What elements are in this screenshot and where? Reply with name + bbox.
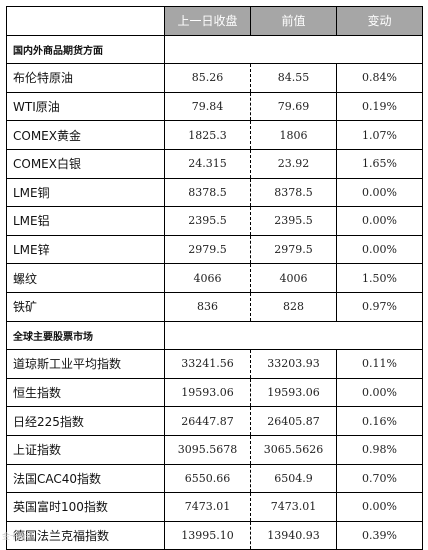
prev-close-value: 3095.5678	[164, 434, 251, 465]
instrument-name: 法国CAC40指数	[6, 463, 165, 494]
change-value: 0.16%	[336, 406, 423, 436]
section-title: 全球主要股票市场	[6, 320, 165, 351]
instrument-name: 道琼斯工业平均指数	[6, 349, 165, 379]
table-header-row: 上一日收盘 前值 变动	[6, 6, 423, 36]
table-row: WTI原油 79.84 79.69 0.19%	[6, 91, 423, 122]
prev-close-value: 6550.66	[164, 463, 251, 494]
instrument-name: LME铝	[6, 206, 165, 236]
table-row: 道琼斯工业平均指数 33241.56 33203.93 0.11%	[6, 349, 423, 379]
change-value: 1.65%	[336, 148, 423, 179]
prior-value: 4006	[250, 263, 337, 293]
change-value: 0.39%	[336, 520, 423, 550]
table-row: 英国富时100指数 7473.01 7473.01 0.00%	[6, 492, 423, 522]
prev-close-value: 24.315	[164, 148, 251, 179]
prior-value: 23.92	[250, 148, 337, 179]
prev-close-value: 836	[164, 291, 251, 322]
instrument-name: COMEX黄金	[6, 120, 165, 150]
prior-value: 828	[250, 291, 337, 322]
prior-value: 7473.01	[250, 492, 337, 522]
instrument-name: 螺纹	[6, 263, 165, 293]
change-value: 0.84%	[336, 63, 423, 93]
prev-close-value: 13995.10	[164, 520, 251, 550]
prev-close-value: 8378.5	[164, 177, 251, 208]
section-empty-cell	[164, 320, 423, 351]
header-change: 变动	[336, 6, 423, 36]
table-row: 日经225指数 26447.87 26405.87 0.16%	[6, 406, 423, 436]
market-data-table-container: 上一日收盘 前值 变动 国内外商品期货方面 布伦特原油 85.26 84.55 0.84…	[6, 6, 423, 550]
table-row: 布伦特原油 85.26 84.55 0.84%	[6, 63, 423, 93]
prior-value: 2395.5	[250, 206, 337, 236]
change-value: 0.11%	[336, 349, 423, 379]
prior-value: 8378.5	[250, 177, 337, 208]
prior-value: 84.55	[250, 63, 337, 93]
prev-close-value: 26447.87	[164, 406, 251, 436]
prev-close-value: 7473.01	[164, 492, 251, 522]
prior-value: 13940.93	[250, 520, 337, 550]
watermark-text: 金十数据	[2, 532, 34, 541]
header-prior-value: 前值	[250, 6, 337, 36]
change-value: 0.98%	[336, 434, 423, 465]
table-row: 上证指数 3095.5678 3065.5626 0.98%	[6, 434, 423, 465]
header-prev-close: 上一日收盘	[164, 6, 251, 36]
section-empty-cell	[164, 34, 423, 65]
instrument-name: 恒生指数	[6, 377, 165, 408]
change-value: 0.97%	[336, 291, 423, 322]
change-value: 0.00%	[336, 492, 423, 522]
table-row: 法国CAC40指数 6550.66 6504.9 0.70%	[6, 463, 423, 494]
table-body: 国内外商品期货方面 布伦特原油 85.26 84.55 0.84% WTI原油 79.84 7…	[6, 34, 423, 550]
table-row: 德国法兰克福指数 13995.10 13940.93 0.39%	[6, 520, 423, 550]
prior-value: 2979.5	[250, 234, 337, 265]
change-value: 1.50%	[336, 263, 423, 293]
prior-value: 26405.87	[250, 406, 337, 436]
prev-close-value: 4066	[164, 263, 251, 293]
instrument-name: LME铜	[6, 177, 165, 208]
change-value: 0.00%	[336, 177, 423, 208]
instrument-name: 日经225指数	[6, 406, 165, 436]
prior-value: 1806	[250, 120, 337, 150]
section-row: 国内外商品期货方面	[6, 34, 423, 65]
table-row: LME铜 8378.5 8378.5 0.00%	[6, 177, 423, 208]
prior-value: 19593.06	[250, 377, 337, 408]
instrument-name: 铁矿	[6, 291, 165, 322]
table-row: 铁矿 836 828 0.97%	[6, 291, 423, 322]
table-row: 螺纹 4066 4006 1.50%	[6, 263, 423, 293]
prior-value: 3065.5626	[250, 434, 337, 465]
prior-value: 33203.93	[250, 349, 337, 379]
prev-close-value: 19593.06	[164, 377, 251, 408]
header-blank-cell	[6, 6, 165, 36]
market-data-table: 上一日收盘 前值 变动 国内外商品期货方面 布伦特原油 85.26 84.55 0.84…	[6, 6, 423, 550]
table-row: 恒生指数 19593.06 19593.06 0.00%	[6, 377, 423, 408]
table-row: COMEX黄金 1825.3 1806 1.07%	[6, 120, 423, 150]
prior-value: 79.69	[250, 91, 337, 122]
table-row: LME锌 2979.5 2979.5 0.00%	[6, 234, 423, 265]
section-title: 国内外商品期货方面	[6, 34, 165, 65]
prev-close-value: 33241.56	[164, 349, 251, 379]
instrument-name: LME锌	[6, 234, 165, 265]
change-value: 0.00%	[336, 206, 423, 236]
instrument-name: COMEX白银	[6, 148, 165, 179]
instrument-name: 英国富时100指数	[6, 492, 165, 522]
change-value: 1.07%	[336, 120, 423, 150]
prev-close-value: 79.84	[164, 91, 251, 122]
prev-close-value: 85.26	[164, 63, 251, 93]
instrument-name: WTI原油	[6, 91, 165, 122]
prev-close-value: 2395.5	[164, 206, 251, 236]
prev-close-value: 2979.5	[164, 234, 251, 265]
change-value: 0.00%	[336, 234, 423, 265]
instrument-name: 上证指数	[6, 434, 165, 465]
table-row: LME铝 2395.5 2395.5 0.00%	[6, 206, 423, 236]
prior-value: 6504.9	[250, 463, 337, 494]
prev-close-value: 1825.3	[164, 120, 251, 150]
section-row: 全球主要股票市场	[6, 320, 423, 351]
table-row: COMEX白银 24.315 23.92 1.65%	[6, 148, 423, 179]
instrument-name: 布伦特原油	[6, 63, 165, 93]
change-value: 0.19%	[336, 91, 423, 122]
change-value: 0.70%	[336, 463, 423, 494]
change-value: 0.00%	[336, 377, 423, 408]
